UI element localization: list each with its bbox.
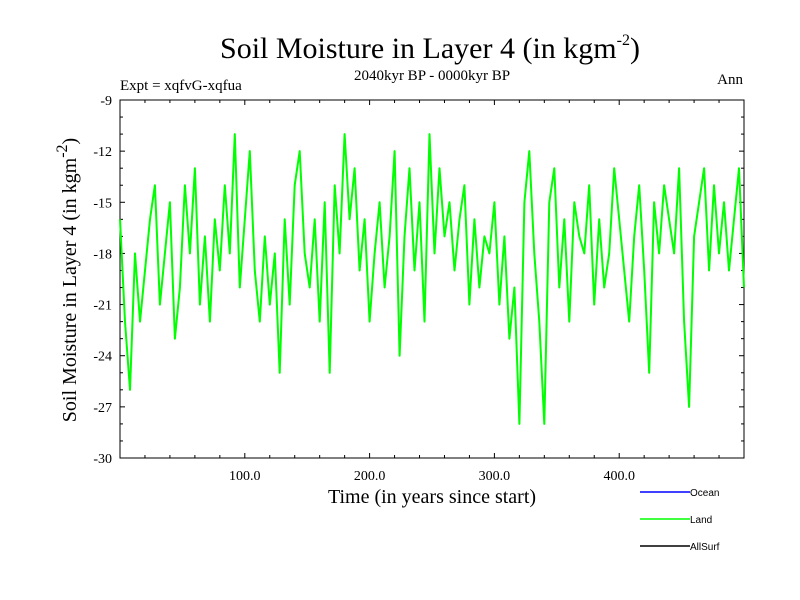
- series-line-land: [119, 133, 745, 425]
- legend: Ocean Land AllSurf: [640, 488, 720, 553]
- y-axis-label: Soil Moisture in Layer 4 (in kgm-2): [54, 138, 81, 422]
- y-axis: -9 -12 -15 -18 -21 -24 -27 -30: [93, 94, 744, 467]
- chart-title: Soil Moisture in Layer 4 (in kgm-2): [220, 32, 640, 65]
- y-tick-label: -24: [93, 350, 112, 365]
- subtitle-center: 2040kyr BP - 0000kyr BP: [354, 68, 510, 84]
- x-tick-label: 200.0: [354, 469, 386, 484]
- y-tick-label: -9: [100, 94, 112, 109]
- legend-label-ocean: Ocean: [690, 488, 719, 499]
- legend-label-allsurf: AllSurf: [690, 542, 720, 553]
- y-tick-label: -15: [93, 196, 112, 211]
- y-tick-label: -12: [93, 145, 112, 160]
- legend-label-land: Land: [690, 515, 712, 526]
- x-axis-label: Time (in years since start): [328, 486, 536, 508]
- y-tick-label: -27: [93, 401, 112, 416]
- plot-frame: [119, 99, 745, 459]
- x-axis: 100.0 200.0 300.0 400.0: [144, 100, 720, 484]
- x-tick-label: 100.0: [229, 469, 261, 484]
- series-layer: [119, 133, 745, 425]
- y-tick-label: -30: [93, 452, 112, 467]
- x-tick-label: 400.0: [603, 469, 635, 484]
- subtitle-left: Expt = xqfvG-xqfua: [120, 78, 242, 94]
- y-tick-label: -18: [93, 247, 112, 262]
- subtitle-right: Ann: [717, 72, 743, 88]
- x-tick-label: 300.0: [479, 469, 511, 484]
- y-tick-label: -21: [93, 299, 112, 314]
